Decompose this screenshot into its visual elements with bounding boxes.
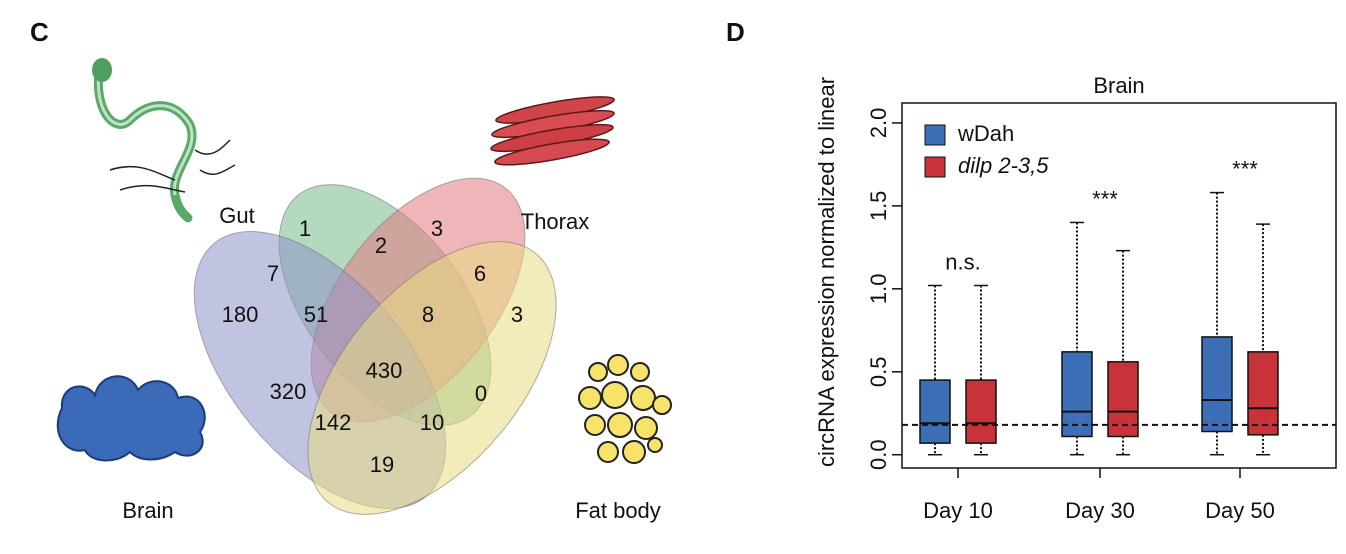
brain-illustration	[56, 375, 206, 462]
set-ellipse	[307, 241, 557, 515]
box	[1247, 351, 1279, 436]
gut-illustration	[92, 58, 236, 223]
legend-label: dilp 2-3,5	[958, 153, 1049, 178]
y-axis-label: circRNA expression normalized to linear	[814, 77, 839, 467]
set-label: Brain	[122, 498, 173, 523]
region-count: 51	[304, 302, 328, 327]
significance-label: ***	[1232, 156, 1258, 181]
legend-swatch	[924, 156, 946, 178]
region-count: 180	[222, 302, 259, 327]
box	[919, 379, 951, 444]
box	[1201, 336, 1233, 433]
region-count: 10	[420, 410, 444, 435]
y-tick-label: 0.0	[866, 439, 891, 470]
panel-label: C	[30, 17, 49, 47]
region-count: 7	[267, 261, 279, 286]
x-tick-label: Day 50	[1205, 498, 1275, 523]
x-tick-label: Day 30	[1065, 498, 1135, 523]
region-count: 142	[315, 410, 352, 435]
legend-label: wDah	[957, 121, 1014, 146]
fat-body-illustration	[578, 354, 672, 464]
y-tick-label: 2.0	[866, 108, 891, 139]
y-tick-label: 0.5	[866, 356, 891, 387]
panel-label: D	[726, 17, 745, 47]
chart-title: Brain	[1093, 73, 1144, 98]
plot-frame	[901, 102, 1337, 469]
region-count: 320	[270, 379, 307, 404]
region-count: 1	[299, 216, 311, 241]
box	[1061, 351, 1093, 438]
set-label: Thorax	[521, 209, 589, 234]
x-tick-label: Day 10	[923, 498, 993, 523]
y-tick-label: 1.5	[866, 191, 891, 222]
box	[965, 379, 997, 444]
region-count: 6	[474, 261, 486, 286]
legend-swatch	[924, 124, 946, 146]
region-count: 3	[431, 216, 443, 241]
set-label: Gut	[219, 203, 254, 228]
region-count: 0	[475, 381, 487, 406]
set-label: Fat body	[575, 498, 661, 523]
region-count: 430	[366, 358, 403, 383]
region-count: 2	[375, 233, 387, 258]
significance-label: n.s.	[945, 249, 980, 274]
y-tick-label: 1.0	[866, 274, 891, 305]
region-count: 19	[370, 452, 394, 477]
region-count: 8	[422, 302, 434, 327]
significance-label: ***	[1092, 186, 1118, 211]
region-count: 3	[511, 302, 523, 327]
thorax-illustration	[490, 96, 615, 166]
